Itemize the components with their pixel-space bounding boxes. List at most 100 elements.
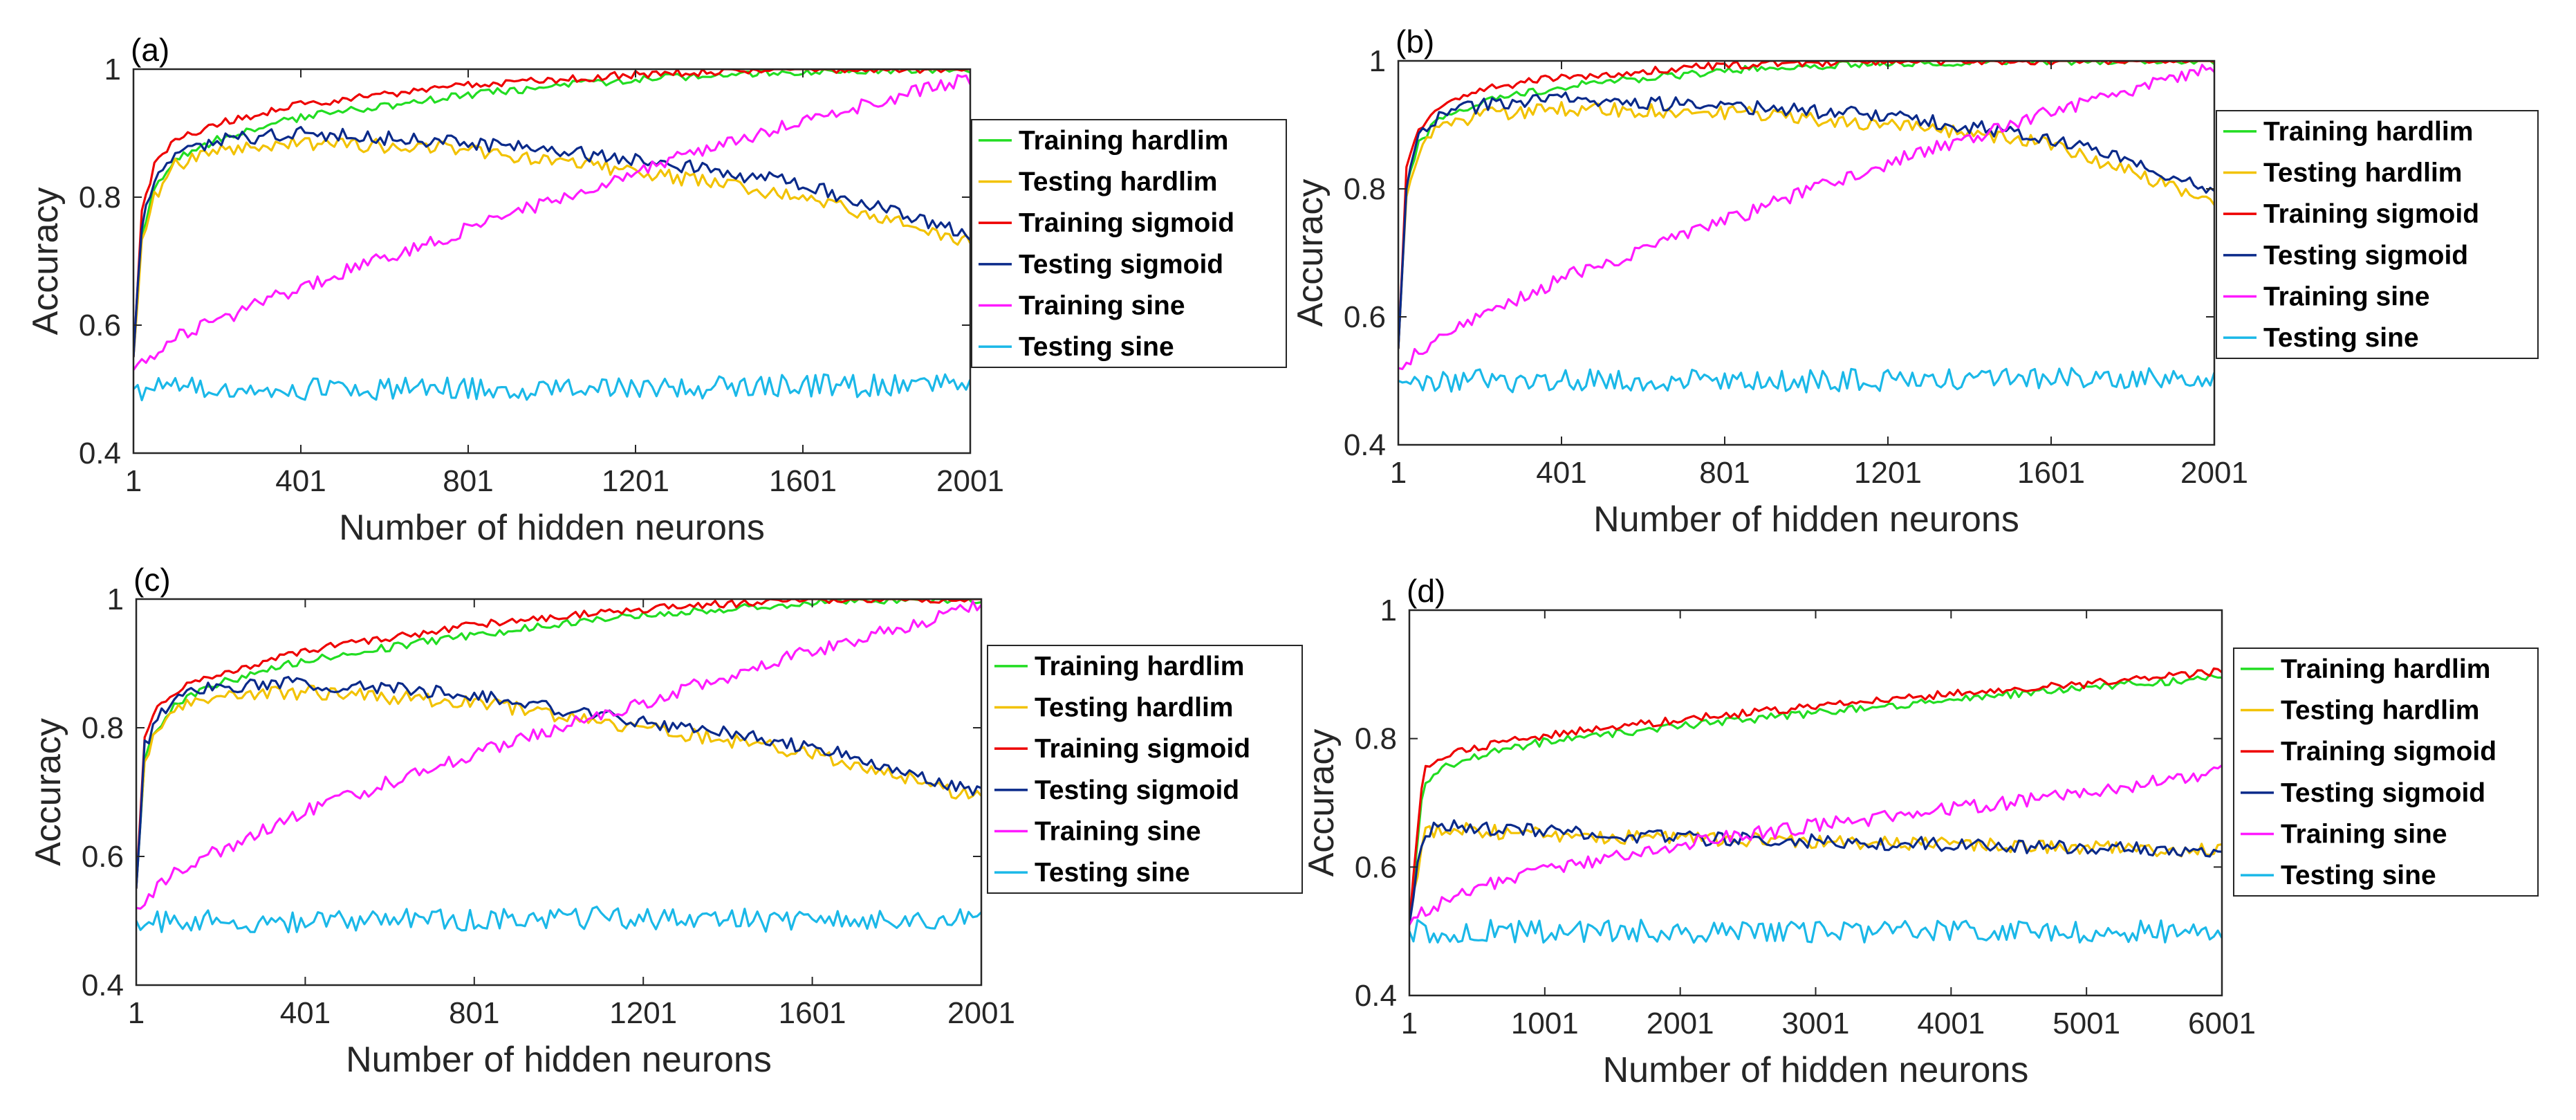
y-tick-label: 0.4	[82, 968, 124, 1002]
panel-label: (b)	[1396, 24, 1434, 59]
y-tick-label: 1	[107, 582, 124, 616]
y-axis-label: Accuracy	[1290, 179, 1331, 327]
x-tick-label: 1	[125, 464, 142, 498]
series-line-training-hardlim	[1409, 673, 2222, 926]
plot-area	[1409, 610, 2222, 995]
legend-entry-label: Training hardlim	[2263, 117, 2473, 147]
legend-entry-label: Testing sine	[1035, 858, 1190, 888]
legend-entry-label: Training hardlim	[1035, 652, 1244, 681]
y-tick-label: 0.6	[1355, 850, 1397, 884]
y-tick-label: 0.8	[79, 181, 121, 214]
series-line-testing-sigmoid	[1409, 819, 2222, 926]
axes-box	[135, 598, 983, 986]
panel-label: (a)	[131, 32, 169, 68]
x-tick-label: 1	[128, 996, 145, 1030]
legend-box	[2216, 110, 2539, 359]
y-tick-label: 0.8	[82, 711, 124, 745]
legend-entry-label: Testing hardlim	[1035, 693, 1233, 723]
legend-entry-label: Training sine	[2263, 282, 2430, 312]
x-tick-label: 1201	[602, 464, 669, 498]
series-line-training-sigmoid	[1398, 61, 2214, 349]
legend-entry-label: Training sigmoid	[1035, 734, 1250, 764]
y-tick-label: 1	[104, 53, 121, 86]
series-line-training-sine	[133, 74, 970, 371]
panel-label: (c)	[133, 562, 171, 598]
panel-d: 1 1001 2001 3001 4001 5001 6001 0.4 0.6 0.8 1 Numbe…	[1301, 573, 2539, 1090]
x-tick-label: 801	[1699, 456, 1750, 490]
x-tick-label: 1	[1390, 456, 1407, 490]
y-tick-label: 0.6	[82, 840, 124, 874]
series-line-testing-sine	[1398, 367, 2214, 394]
y-axis-label: Accuracy	[28, 718, 68, 866]
y-tick-label: 0.4	[1344, 428, 1386, 462]
legend-entry-label: Testing sine	[1019, 332, 1174, 362]
y-axis-label: Accuracy	[26, 187, 66, 336]
legend-entry-label: Training sine	[1019, 291, 1185, 321]
plot-area	[136, 599, 981, 985]
x-tick-label: 1201	[609, 996, 677, 1030]
series-line-training-sigmoid	[1409, 667, 2222, 926]
legend-entry-label: Training sigmoid	[1019, 208, 1234, 238]
legend-entry-label: Training sigmoid	[2281, 737, 2496, 766]
x-tick-label: 1601	[2017, 456, 2085, 490]
y-tick-label: 0.8	[1344, 172, 1386, 206]
legend-entry-label: Testing hardlim	[2263, 158, 2462, 188]
x-axis-label: Number of hidden neurons	[339, 508, 765, 548]
series-group	[133, 69, 970, 402]
x-tick-label: 2001	[947, 996, 1015, 1030]
axes-box	[1397, 59, 2216, 446]
x-tick-label: 2001	[2180, 456, 2248, 490]
y-tick-label: 1	[1380, 594, 1397, 627]
axes-box	[132, 68, 972, 455]
y-tick-label: 0.4	[1355, 979, 1397, 1013]
legend-entry-label: Testing hardlim	[1019, 167, 1217, 197]
legend-entry-label: Training sigmoid	[2263, 199, 2479, 229]
legend-entry-label: Testing hardlim	[2281, 696, 2479, 726]
legend-entry-label: Testing sine	[2263, 323, 2419, 353]
x-tick-label: 1001	[1511, 1007, 1579, 1040]
legend-box	[987, 645, 1303, 894]
y-tick-label: 0.6	[79, 309, 121, 342]
x-tick-label: 1201	[1854, 456, 1922, 490]
y-axis-label: Accuracy	[1301, 729, 1342, 877]
series-line-testing-hardlim	[136, 684, 981, 889]
series-line-testing-sine	[133, 373, 970, 402]
x-tick-label: 401	[275, 464, 326, 498]
panel-a: 1 401 801 1201 1601 2001 0.4 0.6 0.8 1 Number of h…	[26, 32, 1287, 548]
legend-entry-label: Training hardlim	[1019, 126, 1228, 156]
x-axis-label: Number of hidden neurons	[1603, 1050, 2029, 1090]
y-tick-label: 0.6	[1344, 300, 1386, 334]
x-tick-label: 5001	[2053, 1007, 2120, 1040]
x-tick-label: 3001	[1782, 1007, 1850, 1040]
series-line-testing-hardlim	[133, 136, 970, 358]
legend-entry-label: Testing sigmoid	[2263, 241, 2468, 270]
series-group	[1398, 61, 2214, 394]
y-tick-label: 0.8	[1355, 722, 1397, 756]
x-tick-label: 4001	[1917, 1007, 1985, 1040]
legend-entry-label: Testing sine	[2281, 861, 2436, 890]
legend-entry-label: Testing sigmoid	[1019, 250, 1223, 279]
panel-label: (d)	[1407, 573, 1445, 609]
panel-b: 1 401 801 1201 1601 2001 0.4 0.6 0.8 1 Number of h…	[1290, 24, 2539, 540]
legend: Training hardlim Testing hardlim Training …	[2216, 110, 2539, 359]
legend-box	[2233, 648, 2539, 897]
series-group	[1409, 667, 2222, 944]
legend: Training hardlim Testing hardlim Training …	[2233, 648, 2539, 897]
series-line-testing-hardlim	[1409, 822, 2222, 926]
x-tick-label: 1601	[779, 996, 846, 1030]
y-tick-label: 0.4	[79, 437, 121, 470]
x-tick-label: 401	[280, 996, 331, 1030]
legend-entry-label: Training hardlim	[2281, 654, 2490, 684]
x-axis-label: Number of hidden neurons	[1593, 499, 2019, 540]
series-line-training-sine	[1398, 64, 2214, 370]
series-line-testing-sigmoid	[136, 676, 981, 889]
series-line-training-sigmoid	[133, 69, 970, 358]
x-tick-label: 1601	[769, 464, 837, 498]
legend-entry-label: Testing sigmoid	[2281, 778, 2485, 808]
legend: Training hardlim Testing hardlim Training …	[987, 645, 1303, 894]
series-line-testing-sine	[1409, 919, 2222, 944]
x-tick-label: 801	[449, 996, 499, 1030]
legend-entry-label: Training sine	[2281, 820, 2447, 850]
legend-box	[971, 119, 1287, 368]
